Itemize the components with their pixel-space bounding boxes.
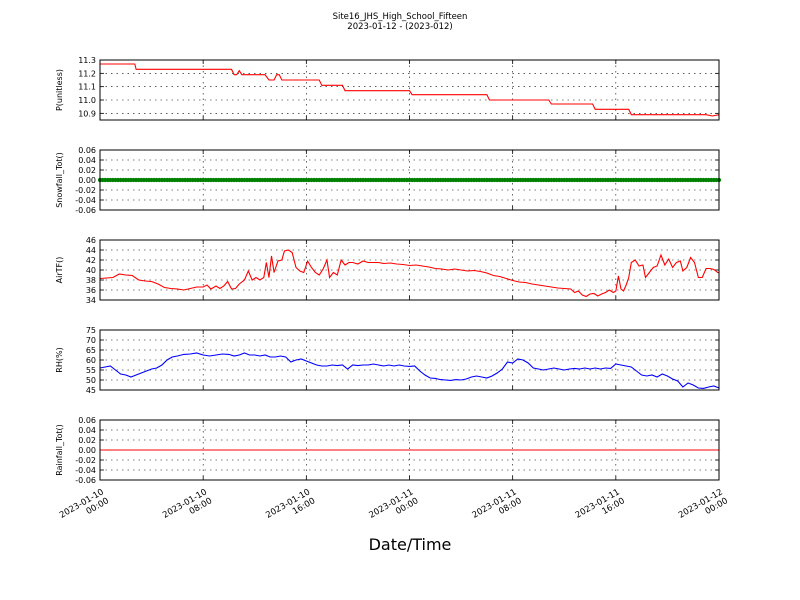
series-line (99, 249, 719, 298)
panels: 10.911.011.111.211.3P(unitless)-0.06-0.0… (55, 56, 722, 485)
y-tick-label: 0.06 (78, 416, 96, 425)
y-tick-label: 60 (86, 356, 96, 365)
y-tick-label: -0.06 (75, 476, 96, 485)
series-line (99, 352, 720, 389)
y-tick-label: 11.0 (78, 96, 96, 105)
y-axis-label: Rainfall_Tot() (55, 424, 64, 476)
series-line (100, 63, 720, 117)
y-tick-label: 0.06 (78, 146, 96, 155)
series-markers (97, 177, 722, 183)
chart-title: Site16_JHS_High_School_Fifteen (333, 12, 468, 22)
y-axis-label: RH(%) (55, 347, 64, 372)
x-tick-label: 2023-01-1108:00 (471, 487, 524, 529)
y-axis-label: Snowfall_Tot() (55, 152, 64, 208)
x-tick-label: 2023-01-1008:00 (161, 487, 214, 529)
y-tick-label: 11.2 (78, 69, 96, 78)
y-tick-label: 11.1 (78, 83, 96, 92)
panel-frame (99, 149, 720, 211)
y-tick-label: 0.00 (78, 446, 96, 455)
x-tick-label: 2023-01-1116:00 (574, 487, 627, 529)
y-tick-label: 34 (86, 296, 96, 305)
y-tick-label: 0.02 (78, 166, 96, 175)
y-tick-label: 55 (86, 366, 96, 375)
y-tick-label: 38 (86, 276, 96, 285)
y-axis-label: AirTF() (55, 257, 64, 284)
panel-frame (99, 59, 720, 121)
x-tick-label: 2023-01-1100:00 (367, 487, 420, 529)
y-tick-label: 70 (86, 336, 96, 345)
y-tick-label: -0.04 (75, 196, 96, 205)
panel-frame (99, 329, 720, 391)
x-axis-ticks: 2023-01-1000:00 2023-01-1008:00 2023-01-10… (58, 487, 730, 529)
panel-5: -0.06-0.04-0.020.000.020.040.06 Rainfall_… (55, 416, 720, 485)
y-tick-label: 75 (86, 326, 96, 335)
y-tick-label: 0.04 (78, 156, 96, 165)
y-axis-label: P(unitless) (55, 69, 64, 111)
panel-1: 10.9 11.0 11.1 11.2 11.3 P(unitless) (55, 56, 720, 121)
panel-2: -0.06-0.04-0.020.000.020.040.06 Snowfall_… (55, 146, 722, 215)
panel-frame (99, 239, 720, 301)
y-tick-label: 0.00 (78, 176, 96, 185)
y-tick-label: -0.02 (75, 186, 96, 195)
chart-subtitle: 2023-01-12 - (2023-012) (347, 22, 452, 32)
y-tick-label: 40 (86, 266, 96, 275)
y-tick-label: 36 (86, 286, 96, 295)
panel-frame (99, 419, 720, 481)
x-tick-label: 2023-01-1000:00 (58, 487, 111, 529)
y-tick-label: 45 (86, 386, 96, 395)
y-tick-label: 44 (86, 246, 96, 255)
y-tick-label: 0.04 (78, 426, 96, 435)
y-tick-label: 65 (86, 346, 96, 355)
x-axis-label: Date/Time (369, 535, 452, 554)
x-tick-label: 2023-01-1016:00 (264, 487, 317, 529)
y-tick-label: -0.04 (75, 466, 96, 475)
y-tick-label: 0.02 (78, 436, 96, 445)
y-tick-label: 50 (86, 376, 96, 385)
x-tick-label: 2023-01-1200:00 (677, 487, 730, 529)
y-tick-label: 10.9 (78, 109, 96, 118)
y-tick-label: -0.06 (75, 206, 96, 215)
y-tick-label: 11.3 (78, 56, 96, 65)
y-tick-label: -0.02 (75, 456, 96, 465)
y-tick-label: 42 (86, 256, 96, 265)
y-tick-label: 46 (86, 236, 96, 245)
